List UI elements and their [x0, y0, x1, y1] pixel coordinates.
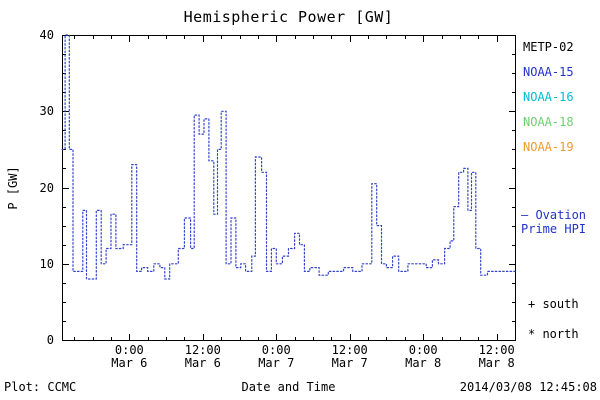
legend-item-metp-02: METP-02 [523, 40, 574, 54]
x-tick-date: Mar 7 [258, 356, 295, 370]
x-tick-label: 12:00 Mar 8 [465, 344, 529, 370]
x-tick-time: 12:00 [331, 343, 368, 357]
x-tick-time: 12:00 [478, 343, 515, 357]
x-tick-date: Mar 7 [331, 356, 368, 370]
y-tick-label: 30 [39, 104, 54, 119]
chart-title: Hemispheric Power [GW] [183, 8, 394, 26]
x-tick-label: 0:00 Mar 7 [244, 344, 308, 370]
x-tick-label: 12:00 Mar 7 [318, 344, 382, 370]
x-tick-time: 0:00 [408, 343, 438, 357]
x-axis-label: Date and Time [241, 380, 336, 394]
x-tick-date: Mar 8 [478, 356, 515, 370]
x-tick-time: 0:00 [261, 343, 291, 357]
x-tick-time: 0:00 [114, 343, 144, 357]
south-marker-legend: + south [528, 297, 579, 311]
ovation-prime-hpi-label: — Ovation Prime HPI [521, 208, 586, 236]
x-tick-time: 12:00 [184, 343, 221, 357]
ovation-label-line2: Prime HPI [521, 222, 587, 236]
axis-frame [62, 35, 516, 341]
north-marker-legend: * north [528, 327, 579, 341]
ovation-label-line1: — Ovation [521, 208, 587, 222]
legend-item-noaa-19: NOAA-19 [523, 140, 574, 154]
x-tick-label: 0:00 Mar 8 [391, 344, 455, 370]
legend-item-noaa-18: NOAA-18 [523, 115, 574, 129]
y-tick-label: 0 [46, 333, 54, 347]
x-tick-label: 12:00 Mar 6 [171, 344, 235, 370]
hpi-step-line [61, 34, 516, 280]
plot-timestamp: 2014/03/08 12:45:08 [459, 380, 597, 394]
x-tick-date: Mar 6 [111, 356, 148, 370]
legend-item-noaa-16: NOAA-16 [523, 90, 574, 104]
x-tick-label: 0:00 Mar 6 [97, 344, 161, 370]
plot-credit: Plot: CCMC [4, 380, 77, 394]
y-tick-label: 10 [39, 256, 54, 271]
y-tick-label: 40 [39, 28, 54, 42]
x-tick-date: Mar 6 [184, 356, 221, 370]
legend-item-noaa-15: NOAA-15 [523, 65, 574, 79]
x-tick-date: Mar 8 [405, 356, 442, 370]
satellite-legend: METP-02 NOAA-15 NOAA-16 NOAA-18 NOAA-19 [523, 40, 574, 154]
y-tick-label: 20 [39, 180, 54, 195]
